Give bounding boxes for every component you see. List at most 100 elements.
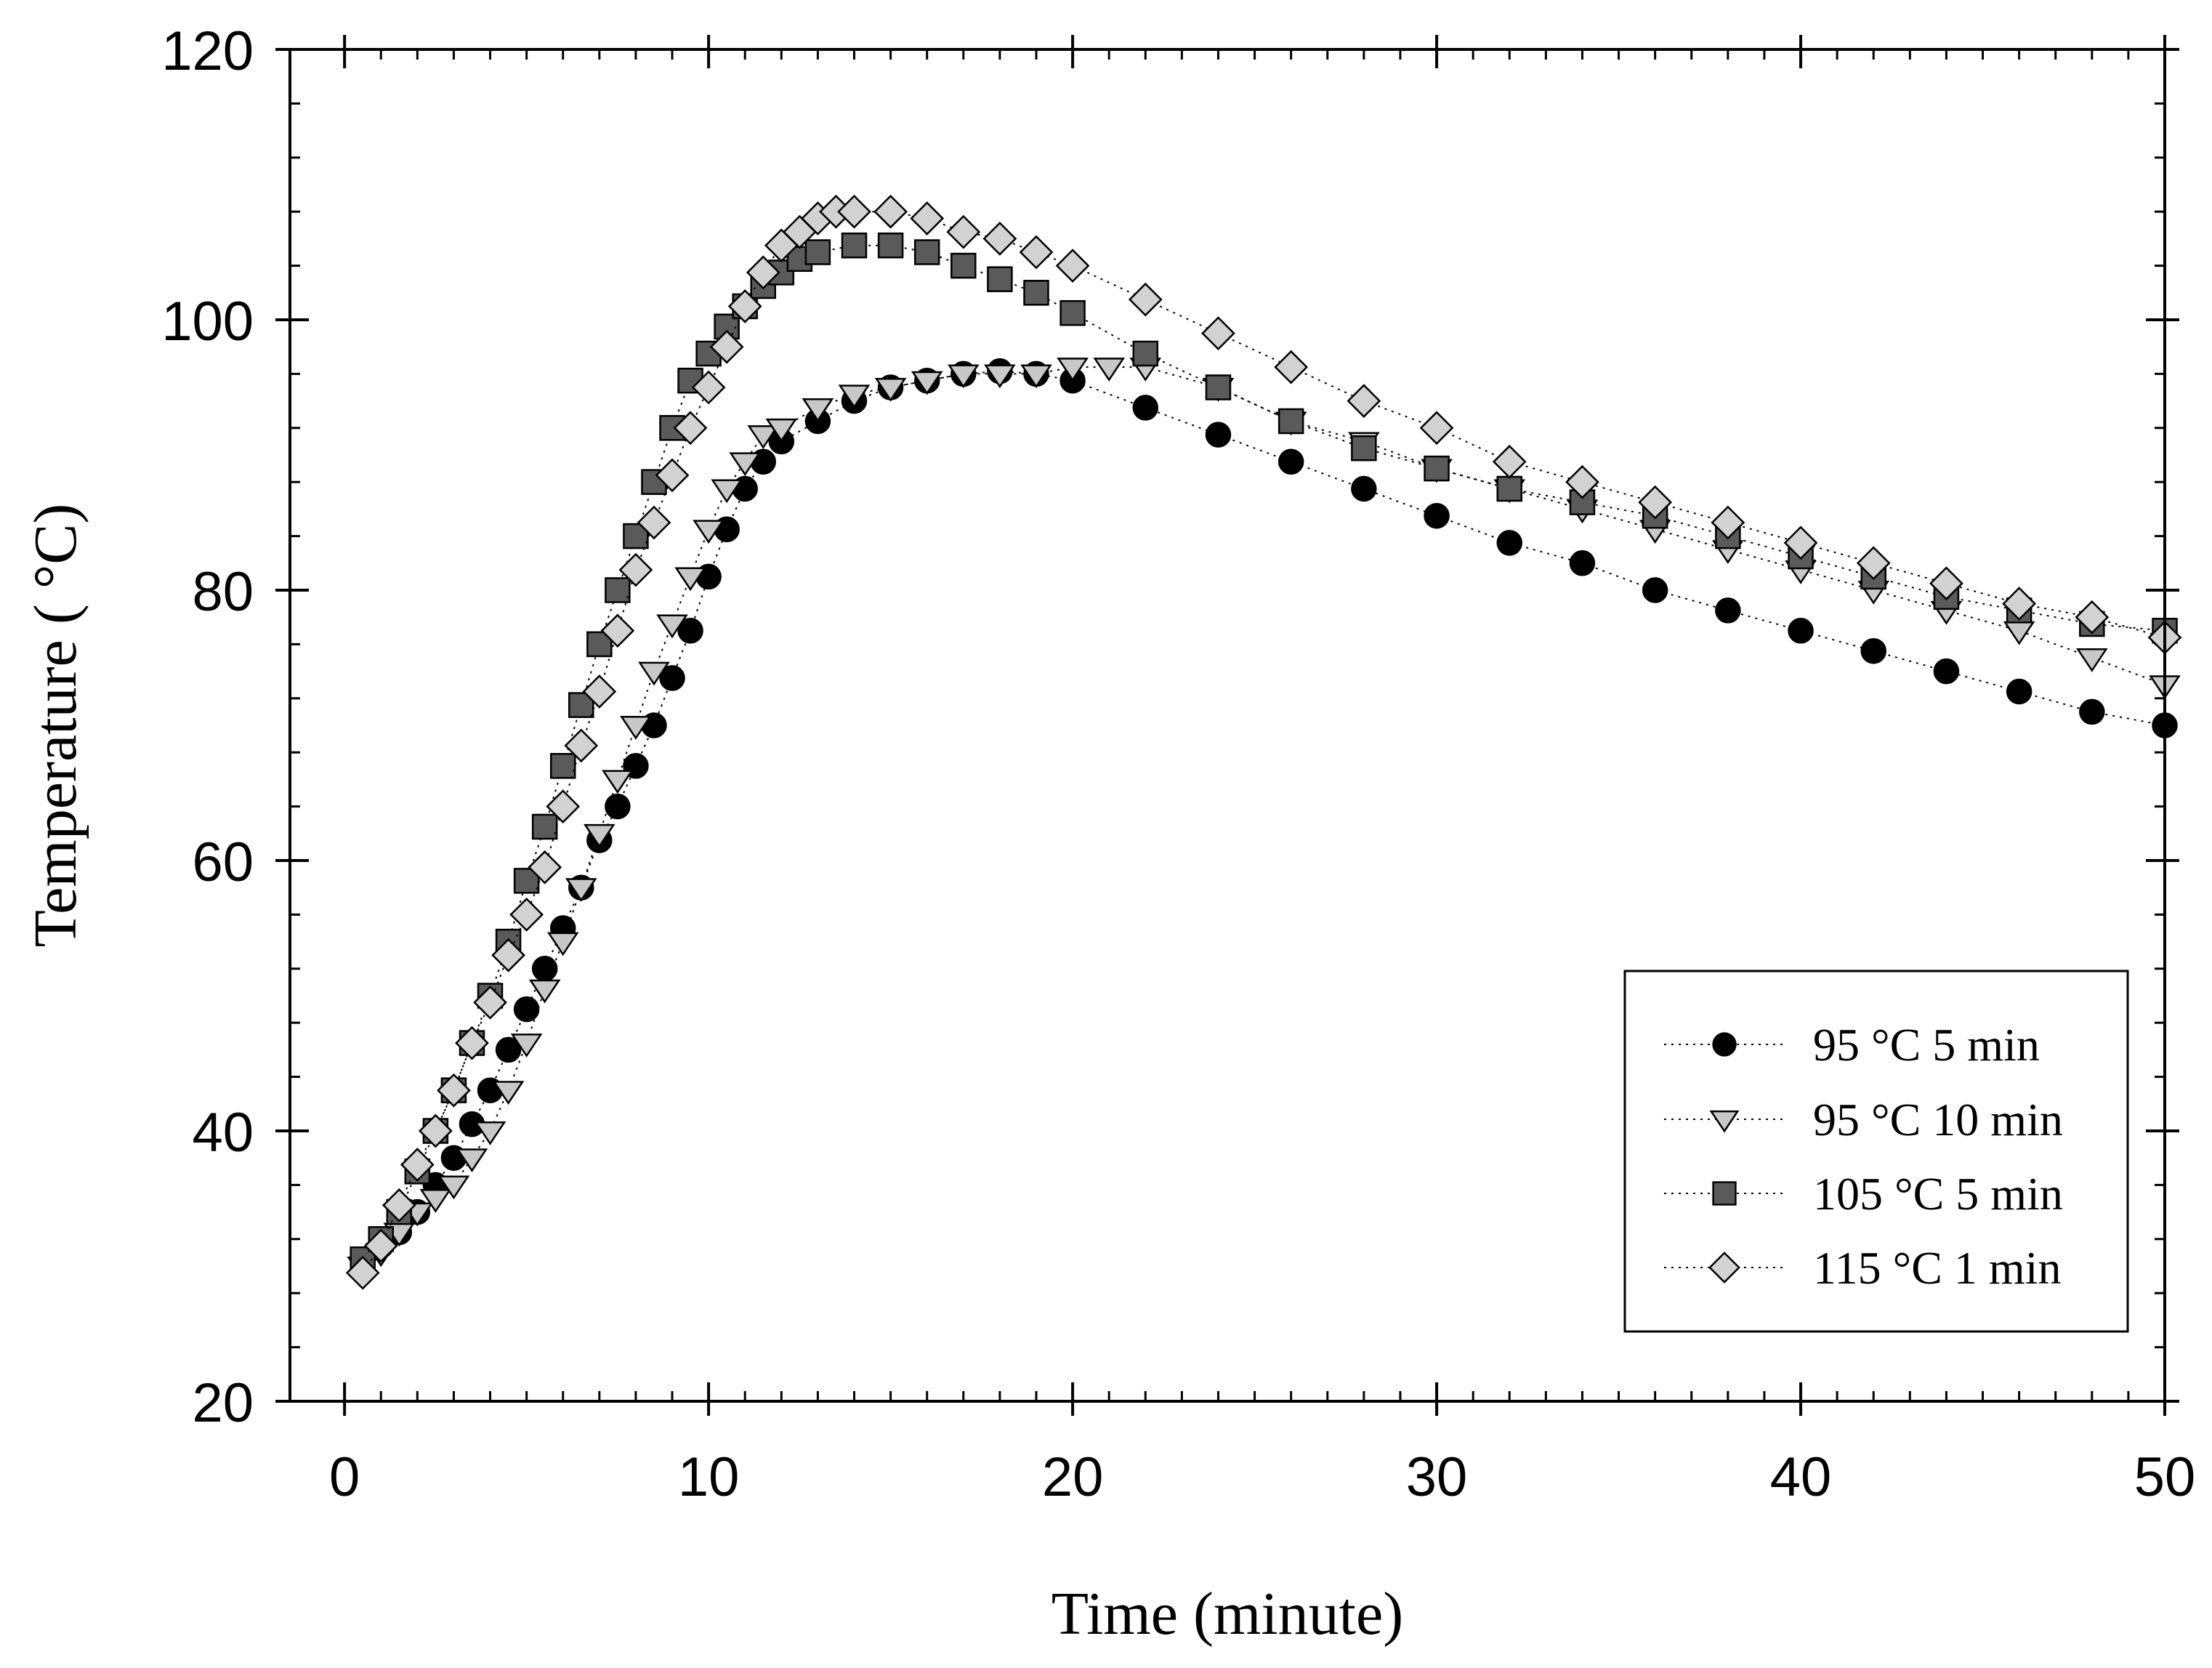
y-tick-labels: 20 40 60 80 100 120: [161, 20, 254, 1434]
data-point: [677, 618, 703, 644]
data-point: [655, 458, 690, 493]
data-point: [659, 665, 685, 691]
data-point: [531, 956, 558, 982]
data-point: [711, 479, 743, 504]
data-point: [2002, 587, 2036, 621]
data-point: [874, 378, 907, 402]
data-point: [605, 793, 631, 820]
data-point: [456, 1148, 488, 1173]
legend-marker: [1709, 1110, 1740, 1133]
data-point: [691, 370, 726, 405]
y-tick-label: 40: [192, 1102, 254, 1164]
data-point: [510, 1034, 543, 1057]
data-point: [1565, 464, 1599, 499]
series-line: [362, 370, 2165, 1267]
data-point: [1351, 435, 1377, 462]
y-tick-label: 80: [192, 561, 254, 623]
data-point: [473, 985, 507, 1020]
data-point: [984, 364, 1016, 389]
data-point: [1201, 316, 1235, 350]
data-point: [674, 567, 706, 592]
x-tick-label: 20: [1042, 1446, 1104, 1508]
data-point: [2075, 600, 2110, 634]
data-point: [513, 996, 540, 1023]
data-point: [2006, 678, 2033, 705]
x-axis-title: Time (minute): [1051, 1580, 1404, 1648]
legend-label: 95 °C 5 min: [1813, 1019, 2040, 1071]
legend-entry-3: 105 °C 5 min: [1664, 1168, 2063, 1220]
data-point: [910, 201, 945, 235]
data-point: [709, 329, 744, 364]
x-tick-label: 10: [678, 1446, 740, 1508]
legend-entry-4: 115 °C 1 min: [1664, 1242, 2061, 1294]
data-point: [1128, 282, 1163, 317]
data-point: [2079, 698, 2105, 725]
data-point: [987, 266, 1013, 292]
x-tick-labels: 0 10 20 30 40 50: [329, 1446, 2195, 1508]
data-point: [804, 239, 831, 265]
data-point: [1277, 448, 1304, 475]
data-point: [638, 661, 670, 686]
data-point: [1132, 395, 1159, 421]
data-point: [1860, 637, 1886, 664]
data-point: [1933, 658, 1960, 685]
data-point: [1424, 455, 1450, 482]
data-point: [1055, 249, 1090, 283]
data-point: [620, 716, 652, 740]
legend-label: 115 °C 1 min: [1813, 1242, 2061, 1294]
y-axis-title: Temperature ( °C): [22, 504, 89, 948]
data-point: [345, 1255, 380, 1290]
series-4: [345, 194, 2182, 1290]
data-point: [1856, 546, 1891, 581]
data-point: [765, 418, 798, 443]
data-point: [1274, 350, 1309, 384]
data-point: [546, 932, 579, 956]
data-point: [419, 1113, 453, 1148]
data-point: [1496, 530, 1523, 556]
data-point: [656, 614, 688, 639]
data-point: [1492, 444, 1527, 479]
data-point: [1424, 502, 1450, 529]
data-point: [474, 1121, 506, 1145]
legend-box: [1623, 970, 2129, 1333]
legend-label: 95 °C 10 min: [1813, 1094, 2063, 1145]
legend-marker: [1712, 1181, 1737, 1206]
legend-marker: [1712, 1032, 1737, 1057]
data-point: [1093, 358, 1126, 382]
data-point: [877, 232, 904, 259]
data-point: [1711, 505, 1745, 540]
plot-frame: [288, 48, 2166, 1403]
data-point: [455, 1026, 489, 1060]
data-point: [838, 384, 871, 409]
data-point: [1205, 374, 1232, 400]
legend-entry-2: 95 °C 10 min: [1664, 1094, 2063, 1145]
legend-entry-1: 95 °C 5 min: [1664, 1019, 2040, 1071]
x-tick-label: 40: [1770, 1446, 1832, 1508]
data-point: [637, 505, 671, 540]
x-tick-label: 0: [329, 1446, 360, 1508]
data-point: [600, 613, 635, 648]
legend-label: 105 °C 5 min: [1813, 1168, 2063, 1220]
legend-marker: [1708, 1252, 1740, 1284]
data-point: [1205, 422, 1232, 448]
y-tick-label: 100: [161, 291, 254, 352]
y-tick-label: 60: [192, 831, 254, 893]
data-point: [950, 252, 977, 279]
data-point: [437, 1073, 471, 1108]
x-tick-label: 30: [1406, 1446, 1468, 1508]
data-point: [419, 1189, 452, 1213]
data-point: [747, 425, 780, 449]
data-point: [582, 674, 617, 709]
x-tick-label: 50: [2134, 1446, 2196, 1508]
data-point: [727, 289, 762, 323]
data-point: [1351, 475, 1377, 502]
data-point: [602, 770, 634, 794]
data-point: [564, 728, 599, 763]
data-point: [400, 1148, 435, 1182]
data-point: [618, 552, 653, 587]
data-point: [982, 222, 1017, 256]
data-point: [528, 979, 561, 1004]
data-point: [1642, 577, 1668, 603]
series-layer: [345, 194, 2182, 1290]
